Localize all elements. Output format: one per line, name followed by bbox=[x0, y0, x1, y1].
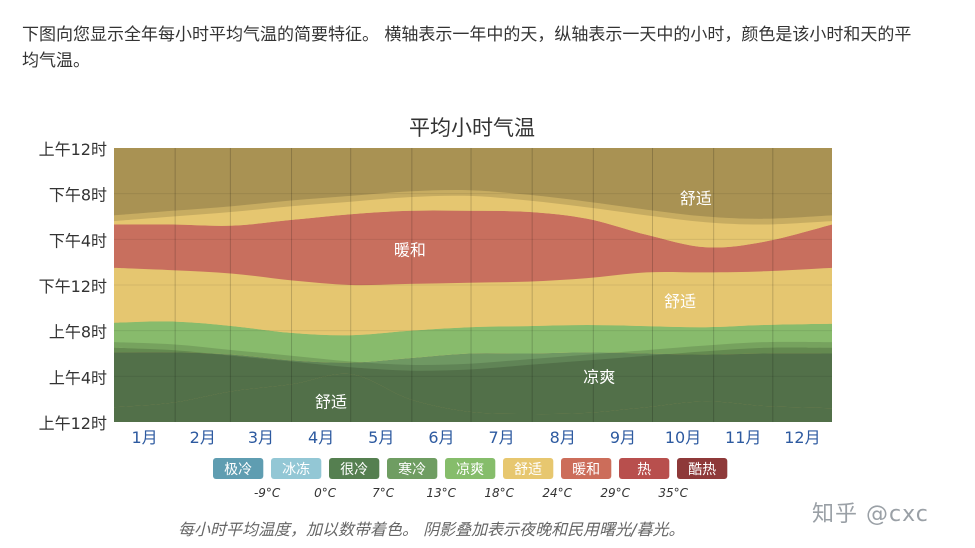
band-label: 舒适 bbox=[680, 189, 712, 208]
watermark: 知乎 @cxc bbox=[812, 502, 929, 527]
legend: 极冷 冰冻 很冷 寒冷 凉爽 舒适 暖和 热 酷热 -9°C 0°C 7°C 13°C 18°C 24°C 2… bbox=[213, 458, 728, 500]
band-label: 暖和 bbox=[394, 241, 426, 260]
legend-label: 冰冻 bbox=[282, 461, 310, 478]
x-tick-label: 9月 bbox=[610, 428, 636, 447]
x-tick-label: 12月 bbox=[784, 428, 820, 447]
legend-label: 极冷 bbox=[224, 462, 252, 478]
legend-threshold: 18°C bbox=[484, 486, 514, 500]
y-tick-label: 下午12时 bbox=[39, 277, 107, 296]
y-tick-label: 上午12时 bbox=[39, 414, 107, 433]
x-tick-label: 3月 bbox=[248, 428, 274, 447]
legend-threshold: 35°C bbox=[658, 486, 688, 500]
temperature-band-0 bbox=[114, 373, 832, 422]
band-label: 舒适 bbox=[664, 292, 696, 311]
legend-threshold: 0°C bbox=[314, 486, 337, 500]
y-tick-label: 上午12时 bbox=[39, 140, 107, 159]
temperature-band-3 bbox=[114, 267, 832, 336]
temperature-band-1 bbox=[114, 352, 832, 415]
legend-threshold: 13°C bbox=[426, 486, 456, 500]
night-shade-morning bbox=[114, 347, 832, 422]
legend-label: 寒冷 bbox=[398, 461, 426, 478]
legend-label: 酷热 bbox=[688, 462, 716, 478]
y-tick-label: 上午8时 bbox=[49, 323, 107, 342]
legend-swatch bbox=[271, 458, 322, 479]
legend-threshold: -9°C bbox=[254, 486, 281, 500]
y-tick-label: 下午8时 bbox=[49, 186, 107, 205]
x-tick-label: 6月 bbox=[428, 428, 454, 447]
x-tick-label: 4月 bbox=[308, 428, 334, 447]
legend-threshold: 24°C bbox=[542, 486, 572, 500]
legend-label: 很冷 bbox=[340, 462, 368, 478]
temperature-band-2 bbox=[114, 321, 832, 363]
legend-swatch bbox=[387, 458, 438, 479]
x-tick-label: 5月 bbox=[368, 428, 394, 447]
x-tick-label: 8月 bbox=[550, 428, 576, 447]
y-tick-label: 下午4时 bbox=[49, 231, 107, 250]
legend-swatch bbox=[503, 458, 554, 479]
legend-swatch bbox=[329, 458, 380, 479]
twilight-shade-morning bbox=[114, 341, 832, 371]
legend-threshold: 29°C bbox=[600, 486, 630, 500]
temperature-band-5 bbox=[114, 148, 832, 248]
intro-text: 下图向您显示全年每小时平均气温的简要特征。 横轴表示一年中的天，纵轴表示一天中的… bbox=[22, 25, 912, 71]
chart-title: 平均小时气温 bbox=[409, 116, 535, 140]
legend-label: 热 bbox=[637, 462, 651, 478]
legend-swatch bbox=[677, 458, 728, 479]
legend-swatch bbox=[445, 458, 496, 479]
legend-swatch bbox=[619, 458, 670, 479]
band-label: 舒适 bbox=[315, 392, 347, 411]
legend-label: 舒适 bbox=[514, 462, 542, 478]
x-tick-label: 2月 bbox=[190, 428, 216, 447]
chart-caption: 每小时平均温度，加以数带着色。 阴影叠加表示夜晚和民用曙光/暮光。 bbox=[178, 520, 685, 539]
band-label: 凉爽 bbox=[583, 367, 615, 386]
x-tick-label: 11月 bbox=[725, 428, 761, 447]
x-tick-label: 7月 bbox=[489, 428, 515, 447]
night-shade-evening bbox=[114, 148, 832, 219]
legend-label: 凉爽 bbox=[456, 462, 484, 478]
legend-swatch bbox=[561, 458, 612, 479]
y-tick-label: 上午4时 bbox=[49, 368, 107, 387]
x-axis: 1月 2月 3月 4月 5月 6月 7月 8月 9月 10月 11月 12月 bbox=[131, 428, 820, 447]
x-tick-label: 10月 bbox=[665, 428, 701, 447]
temperature-band-4 bbox=[114, 210, 832, 286]
twilight-shade-evening bbox=[114, 190, 832, 225]
legend-swatch bbox=[213, 458, 264, 479]
legend-label: 暖和 bbox=[572, 462, 600, 478]
x-tick-label: 1月 bbox=[131, 428, 157, 447]
legend-threshold: 7°C bbox=[372, 486, 395, 500]
